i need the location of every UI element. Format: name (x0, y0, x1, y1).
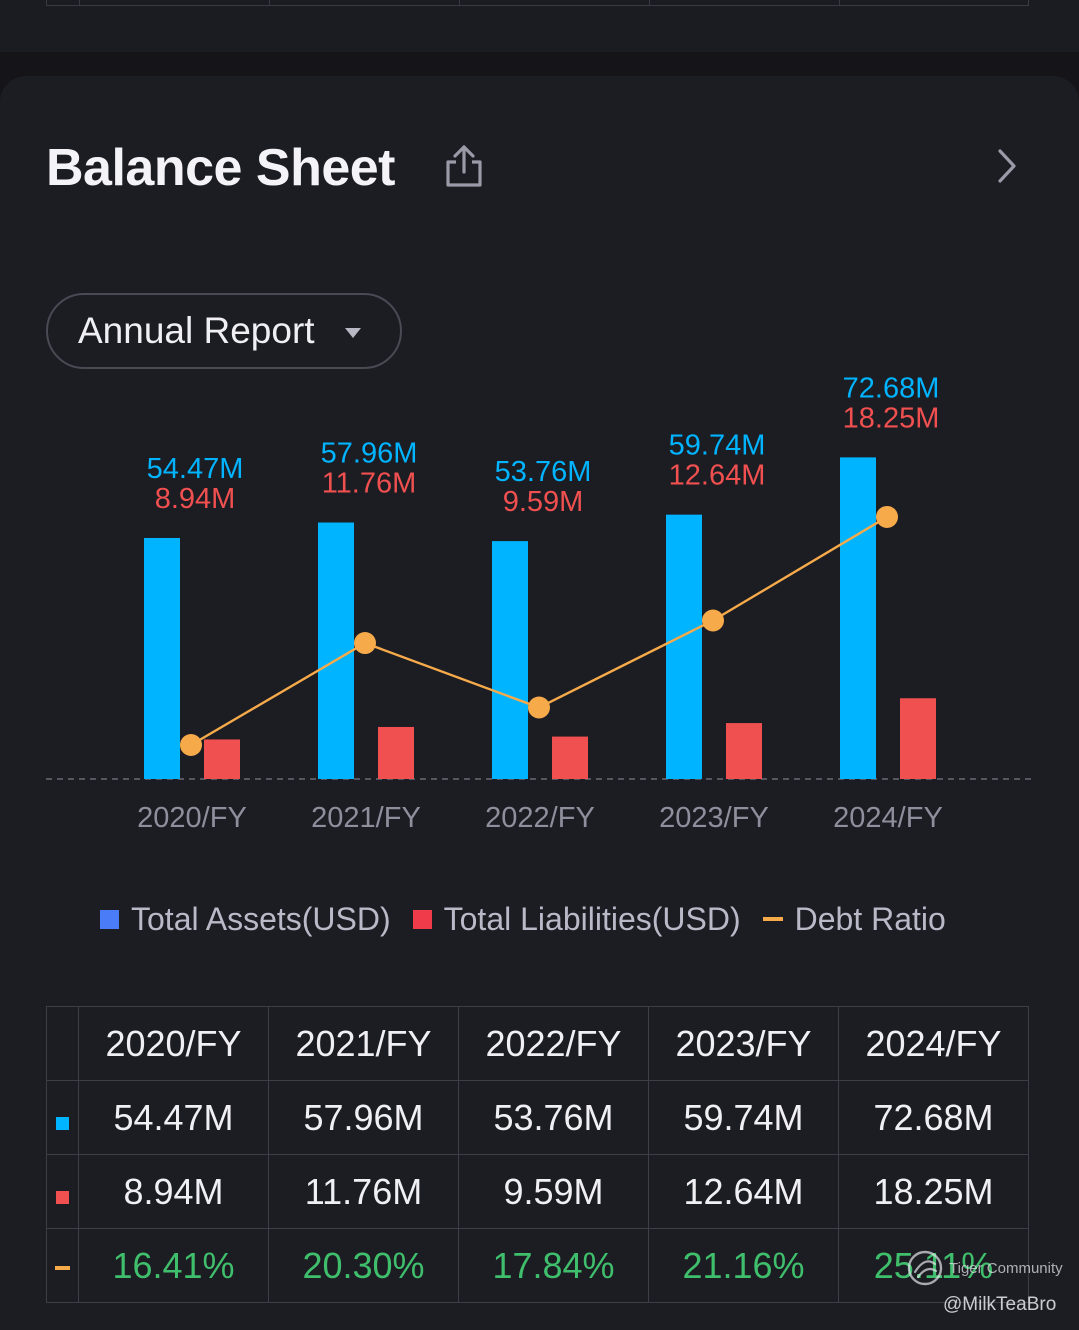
debt-ratio-point (876, 505, 898, 528)
liabilities-bar (726, 723, 762, 779)
debt-ratio-point (354, 632, 376, 655)
share-icon (446, 145, 482, 187)
assets-bar (318, 522, 354, 779)
legend-liabilities-swatch (412, 909, 432, 929)
liabilities-data-label: 9.59M (503, 486, 584, 518)
table-header-row: 2020/FY 2021/FY 2022/FY 2023/FY 2024/FY (46, 1006, 1029, 1081)
table-cell: 53.76M (458, 1080, 649, 1155)
x-tick-label: 2021/FY (311, 802, 421, 834)
watermark-handle: @MilkTeaBro (943, 1294, 1057, 1315)
table-header-cell: 2022/FY (458, 1006, 649, 1081)
assets-data-label: 72.68M (843, 372, 940, 404)
assets-bar (666, 514, 702, 779)
liabilities-key-swatch (56, 1190, 69, 1204)
table-header-cell: 2023/FY (648, 1006, 839, 1081)
liabilities-bar (378, 726, 414, 779)
liabilities-data-label: 8.94M (155, 483, 236, 515)
assets-data-label: 59.74M (669, 430, 766, 462)
chevron-right-icon (998, 149, 1016, 183)
page-title: Balance Sheet (46, 139, 396, 197)
debt-ratio-point (702, 609, 724, 632)
liabilities-data-label: 18.25M (843, 402, 940, 434)
assets-bar (144, 537, 180, 779)
table-cell: 8.94M (78, 1154, 269, 1229)
liabilities-bar (900, 698, 936, 779)
legend-assets[interactable]: Total Assets(USD) (100, 901, 391, 938)
assets-key-swatch (56, 1116, 69, 1130)
watermark: Tiger Community @MilkTeaBro (905, 1248, 1079, 1330)
table-header-cell: 2024/FY (838, 1006, 1029, 1081)
table-cell: 20.30% (268, 1228, 459, 1303)
previous-section-strip (0, 0, 1079, 52)
dropdown-label: Annual Report (78, 310, 315, 351)
liabilities-bar (552, 736, 588, 779)
x-tick-label: 2024/FY (833, 802, 943, 834)
tiger-logo-icon (907, 1250, 943, 1286)
legend-debt-ratio[interactable]: Debt Ratio (762, 900, 946, 938)
caret-down-icon (345, 328, 361, 338)
legend-ratio-swatch (762, 917, 783, 921)
table-cell: 11.76M (268, 1154, 459, 1229)
report-period-dropdown[interactable]: Annual Report (46, 293, 402, 369)
table-header-cell: 2021/FY (268, 1006, 459, 1081)
assets-data-label: 54.47M (147, 453, 244, 485)
liabilities-data-label: 11.76M (322, 468, 417, 500)
table-row-assets: 54.47M 57.96M 53.76M 59.74M 72.68M (46, 1080, 1029, 1155)
legend-liabilities-label: Total Liabilities(USD) (443, 900, 741, 937)
chart-legend: Total Assets(USD) Total Liabilities(USD)… (100, 899, 968, 939)
table-cell: 72.68M (838, 1080, 1029, 1155)
table-row-liabilities: 8.94M 11.76M 9.59M 12.64M 18.25M (46, 1154, 1029, 1229)
watermark-name: Tiger Community (949, 1260, 1063, 1277)
table-cell: 12.64M (648, 1154, 839, 1229)
assets-data-label: 57.96M (321, 438, 418, 470)
balance-sheet-table: 2020/FY 2021/FY 2022/FY 2023/FY 2024/FY … (46, 1006, 1029, 1303)
ratio-key-cell (46, 1228, 79, 1303)
liabilities-bar (204, 739, 240, 779)
legend-assets-swatch (100, 909, 119, 929)
legend-ratio-label: Debt Ratio (794, 900, 946, 937)
liabilities-data-label: 12.64M (669, 460, 766, 492)
table-cell: 9.59M (458, 1154, 649, 1229)
legend-liabilities[interactable]: Total Liabilities(USD) (412, 900, 741, 938)
table-cell: 59.74M (648, 1080, 839, 1155)
details-button[interactable] (990, 146, 1024, 186)
legend-assets-label: Total Assets(USD) (131, 900, 391, 937)
assets-bar (492, 541, 528, 779)
table-header-cell: 2020/FY (78, 1006, 269, 1081)
assets-bar (840, 457, 876, 779)
x-tick-label: 2020/FY (137, 802, 247, 834)
table-cell: 16.41% (78, 1228, 269, 1303)
table-cell: 54.47M (78, 1080, 269, 1155)
assets-data-label: 53.76M (495, 456, 592, 488)
table-cell: 25.11% (838, 1228, 1029, 1303)
x-tick-label: 2022/FY (485, 802, 595, 834)
table-cell: 57.96M (268, 1080, 459, 1155)
share-button[interactable] (442, 142, 486, 190)
table-cell: 17.84% (458, 1228, 649, 1303)
assets-key-cell (46, 1080, 79, 1155)
table-cell: 18.25M (838, 1154, 1029, 1229)
table-corner-cell (46, 1006, 79, 1081)
debt-ratio-point (528, 696, 550, 719)
table-cell: 21.16% (648, 1228, 839, 1303)
balance-sheet-card: Balance Sheet Annual Report 54.47M 8.94M 5… (0, 76, 1079, 1330)
x-tick-label: 2023/FY (659, 802, 769, 834)
ratio-key-swatch (55, 1265, 70, 1270)
liabilities-key-cell (46, 1154, 79, 1229)
previous-table-bottom (46, 0, 1029, 6)
debt-ratio-point (180, 734, 202, 757)
table-row-debt-ratio: 16.41% 20.30% 17.84% 21.16% 25.11% (46, 1228, 1029, 1303)
